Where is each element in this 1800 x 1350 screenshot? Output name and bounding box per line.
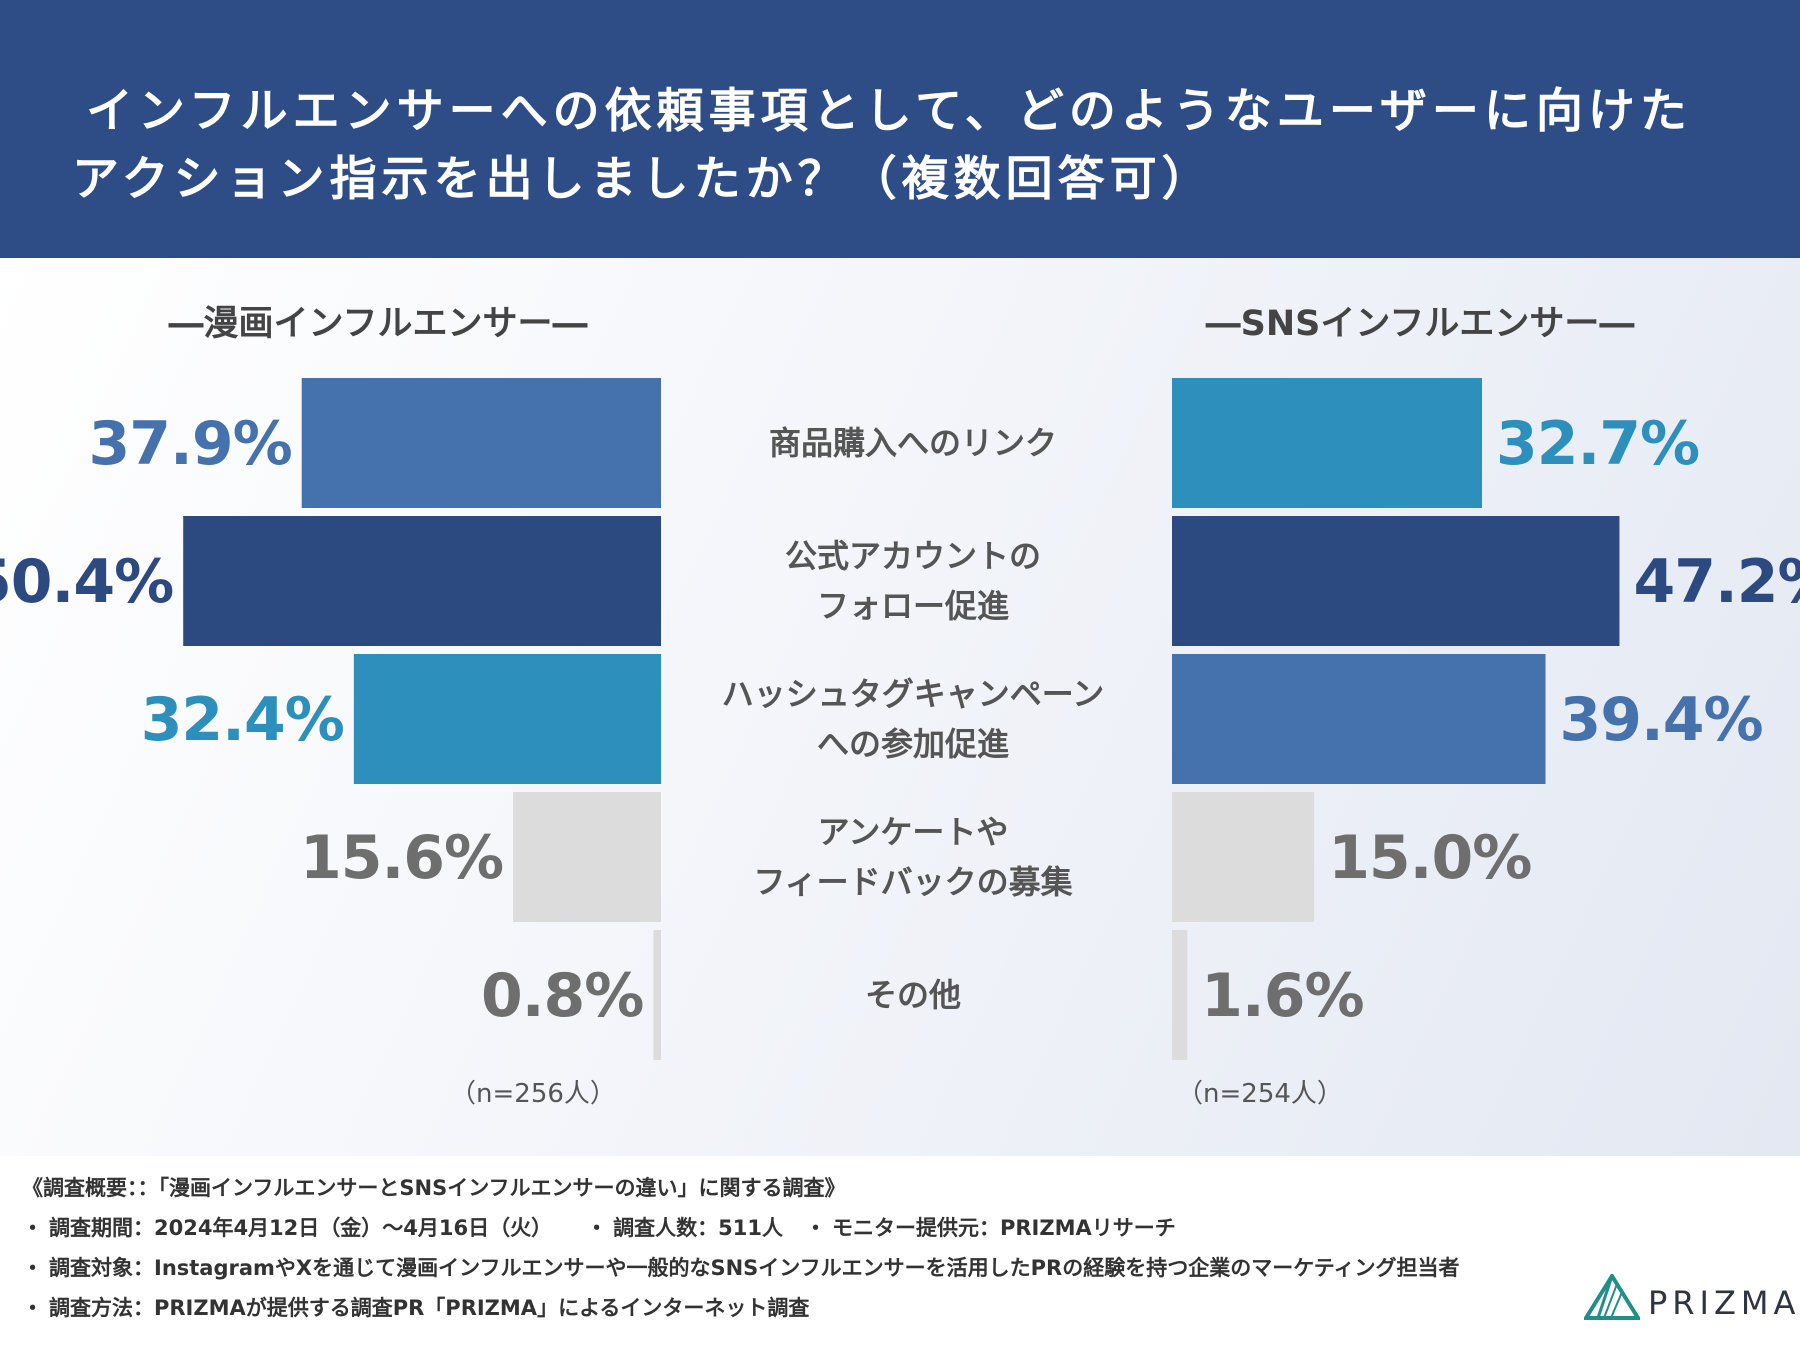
- chart-title-line-2: アクション指示を出しましたか？（複数回答可）: [72, 152, 1214, 207]
- value-label-manga-4: 15.6%: [300, 823, 503, 893]
- value-label-manga-1: 37.9%: [89, 409, 292, 479]
- panel-title-manga: ―漫画インフルエンサー―: [169, 304, 588, 344]
- survey-method: 調査方法：PRIZMAが提供する調査PR「PRIZMA」によるインターネット調査: [49, 1296, 810, 1320]
- survey-monitor: モニター提供元：PRIZMAリサーチ: [831, 1216, 1176, 1240]
- survey-target: 調査対象：InstagramやXを通じて漫画インフルエンサーや一般的なSNSイン…: [49, 1256, 1460, 1280]
- value-label-sns-1: 32.7%: [1496, 409, 1699, 479]
- value-label-manga-5: 0.8%: [481, 961, 643, 1031]
- bar-sns-3: [1172, 654, 1546, 784]
- sample-size-manga: （n=256人）: [450, 1079, 616, 1109]
- category-label-2-1: 公式アカウントの: [785, 537, 1041, 575]
- category-label-1-1: 商品購入へのリンク: [769, 424, 1057, 462]
- butterfly-bar-chart: ―漫画インフルエンサー― ―SNSインフルエンサー― 37.9% 32.7% 商品購入へ…: [0, 304, 1800, 1109]
- value-label-sns-3: 39.4%: [1560, 685, 1763, 755]
- survey-method-line: ・調査方法：PRIZMAが提供する調査PR「PRIZMA」によるインターネット調…: [22, 1292, 809, 1322]
- bar-manga-4: [513, 792, 661, 922]
- category-label-4-1: アンケートや: [818, 813, 1009, 851]
- prizma-logo-text: PRIZMA: [1648, 1284, 1800, 1322]
- bar-sns-2: [1172, 516, 1620, 646]
- bar-sns-4: [1172, 792, 1315, 922]
- value-label-manga-2: 50.4%: [0, 547, 173, 617]
- bar-sns-1: [1172, 378, 1482, 508]
- sample-size-sns: （n=254人）: [1177, 1079, 1343, 1109]
- bullet: ・: [22, 1216, 43, 1240]
- survey-target-line: ・調査対象：InstagramやXを通じて漫画インフルエンサーや一般的なSNSイ…: [22, 1252, 1460, 1282]
- bar-manga-3: [353, 654, 661, 784]
- category-label-3-1: ハッシュタグキャンペーン: [722, 675, 1104, 713]
- category-label-2-2: フォロー促進: [817, 587, 1009, 625]
- bullet: ・: [22, 1256, 43, 1280]
- bullet: ・: [804, 1216, 826, 1240]
- value-label-sns-4: 15.0%: [1328, 823, 1531, 893]
- bullet: ・: [586, 1216, 608, 1240]
- survey-footer: 《調査概要：：「漫画インフルエンサーとSNSインフルエンサーの違い」に関する調査…: [0, 1156, 1800, 1350]
- bullet: ・: [22, 1296, 43, 1320]
- bar-manga-5: [653, 930, 661, 1060]
- panel-title-sns: ―SNSインフルエンサー―: [1206, 304, 1635, 344]
- value-label-manga-3: 32.4%: [141, 685, 344, 755]
- bar-sns-5: [1172, 930, 1188, 1060]
- header-banner: インフルエンサーへの依頼事項として、どのようなユーザーに向けた アクション指示を…: [0, 0, 1800, 258]
- survey-overview: 《調査概要：：「漫画インフルエンサーとSNSインフルエンサーの違い」に関する調査…: [22, 1176, 846, 1200]
- survey-period: 調査期間：2024年4月12日（金）～4月16日（火）: [49, 1216, 553, 1240]
- category-label-3-2: への参加促進: [817, 725, 1009, 763]
- prizma-triangle-icon: [1584, 1274, 1640, 1320]
- bar-manga-1: [301, 378, 661, 508]
- survey-period-line: ・調査期間：2024年4月12日（金）～4月16日（火）・調査人数：511人・モ…: [22, 1212, 1176, 1242]
- bar-manga-2: [183, 516, 661, 646]
- category-label-5-1: その他: [865, 976, 961, 1014]
- value-label-sns-5: 1.6%: [1201, 961, 1363, 1031]
- survey-count: 調査人数：511人: [613, 1216, 783, 1240]
- value-label-sns-2: 47.2%: [1633, 547, 1800, 617]
- chart-title-line-1: インフルエンサーへの依頼事項として、どのようなユーザーに向けた: [86, 84, 1692, 139]
- category-label-4-2: フィードバックの募集: [753, 863, 1072, 901]
